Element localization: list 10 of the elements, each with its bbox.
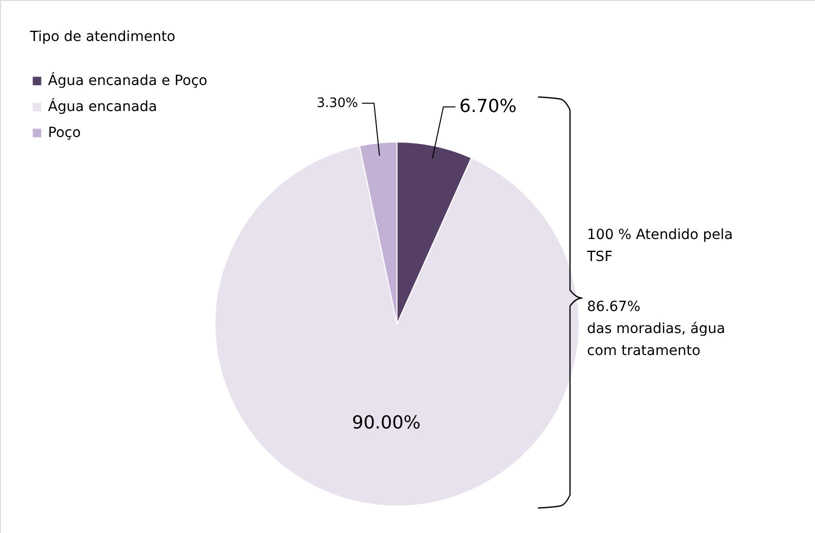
legend-label: Poço bbox=[48, 125, 81, 141]
text: 86.67% das moradias, água com tratamento bbox=[587, 299, 726, 359]
data-label: 90.00% bbox=[352, 412, 421, 434]
legend-title: Tipo de atendimento bbox=[29, 29, 176, 45]
legend-label: Água encanada bbox=[48, 98, 158, 115]
text: 100 % Atendido pela TSF bbox=[586, 227, 733, 265]
data-label: 3.30% bbox=[316, 96, 358, 112]
data-label: 6.70% bbox=[459, 96, 517, 117]
legend-label: Água encanada e Poço bbox=[48, 72, 208, 89]
pie-slice bbox=[214, 145, 580, 506]
